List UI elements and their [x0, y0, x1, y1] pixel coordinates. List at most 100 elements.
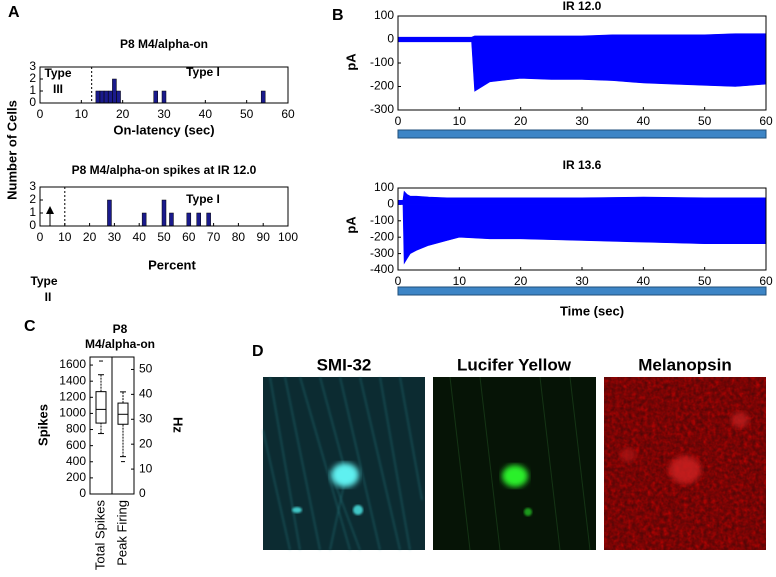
annotation: Type I	[186, 65, 220, 79]
x-tick-label: 20	[83, 230, 97, 244]
y-axis-label: Spikes	[35, 404, 50, 446]
y-tick-label: 100	[374, 180, 394, 194]
annotation: Type	[30, 274, 57, 288]
annotation: Type I	[186, 192, 220, 206]
image-smi32	[262, 376, 425, 551]
y-tick-label: 1000	[59, 406, 86, 420]
bar	[103, 90, 109, 104]
x-tick-label: 60	[182, 230, 196, 244]
bar	[141, 212, 147, 227]
y-tick-label: 100	[374, 8, 394, 22]
x-tick-label: 0	[37, 107, 44, 121]
y2-tick-label: 30	[139, 411, 153, 425]
x-tick-label: 10	[453, 114, 467, 128]
bar	[161, 90, 167, 104]
panel-label: C	[24, 318, 36, 335]
y-tick-label: -400	[370, 262, 394, 276]
category-label: Total Spikes	[92, 500, 107, 571]
y-tick-label: 800	[66, 422, 86, 436]
x-tick-label: 30	[575, 114, 589, 128]
x-tick-label: 40	[637, 274, 651, 288]
x-tick-label: 90	[257, 230, 271, 244]
bar	[95, 90, 101, 104]
trace-area	[397, 200, 767, 265]
panel-label: B	[332, 7, 344, 24]
box	[95, 391, 107, 424]
y-tick-label: 0	[79, 486, 86, 500]
x-tick-label: 30	[157, 107, 171, 121]
y-tick-label: 1400	[59, 373, 86, 387]
x-axis-label: Percent	[148, 257, 196, 272]
trace-area	[397, 39, 767, 92]
axes-frame	[397, 187, 767, 271]
annotation: Type	[44, 66, 71, 80]
bar	[206, 212, 211, 227]
x-tick-label: 60	[281, 107, 295, 121]
y-tick-label: 0	[387, 32, 394, 46]
x-tick-label: 0	[37, 230, 44, 244]
x-tick-label: 10	[58, 230, 72, 244]
chart-title: P8 M4/alpha-on spikes at IR 12.0	[72, 163, 257, 177]
image-lucifer-yellow	[433, 376, 596, 551]
y-tick-label: 200	[66, 470, 86, 484]
y-tick-label: 0	[29, 95, 36, 109]
trace-area	[397, 33, 767, 40]
bar	[108, 90, 113, 104]
x-tick-label: 40	[199, 107, 213, 121]
y-tick-label: -100	[370, 55, 394, 69]
y2-tick-label: 40	[139, 387, 153, 401]
bar	[116, 90, 121, 104]
y2-tick-label: 10	[139, 461, 153, 475]
bar	[99, 90, 105, 104]
y2-tick-label: 0	[139, 486, 146, 500]
image-title: SMI-32	[317, 355, 372, 374]
bar	[196, 212, 201, 227]
axes-frame	[89, 356, 135, 495]
y-tick-label: 1600	[59, 357, 86, 371]
y2-axis-label: Hz	[171, 417, 186, 433]
y-tick-label: 400	[66, 454, 86, 468]
chart-title: M4/alpha-on	[85, 337, 155, 351]
x-tick-label: 20	[514, 114, 528, 128]
bar	[161, 199, 167, 227]
y-tick-label: 3	[29, 179, 36, 193]
annotation: III	[53, 82, 63, 96]
x-tick-label: 80	[232, 230, 246, 244]
x-tick-label: 20	[116, 107, 130, 121]
y-tick-label: -100	[370, 213, 394, 227]
bar	[112, 78, 117, 104]
x-tick-label: 50	[698, 114, 712, 128]
y-tick-label: 2	[29, 71, 36, 85]
stimulus-bar	[397, 129, 767, 139]
x-axis-label: On-latency (sec)	[113, 122, 214, 137]
x-tick-label: 40	[133, 230, 147, 244]
image-title: Melanopsin	[638, 355, 732, 374]
x-tick-label: 20	[514, 274, 528, 288]
x-tick-label: 50	[698, 274, 712, 288]
x-axis-label: Time (sec)	[560, 303, 624, 318]
y-tick-label: 1	[29, 83, 36, 97]
y-axis-label: Number of Cells	[4, 100, 19, 200]
x-tick-label: 40	[637, 114, 651, 128]
bar	[260, 90, 266, 104]
x-tick-label: 0	[395, 274, 402, 288]
panel-label: D	[252, 343, 264, 360]
chart-title: IR 13.6	[563, 158, 602, 172]
x-tick-label: 50	[157, 230, 171, 244]
y-tick-label: -200	[370, 229, 394, 243]
y-axis-label: pA	[343, 216, 358, 234]
stimulus-bar	[397, 286, 767, 296]
arrow-head	[46, 206, 54, 214]
category-label: Peak Firing	[114, 500, 129, 566]
x-tick-label: 50	[240, 107, 254, 121]
bar	[153, 90, 158, 104]
axes-frame	[39, 186, 289, 227]
bar	[186, 212, 192, 227]
x-tick-label: 100	[278, 230, 298, 244]
panel-label: A	[8, 4, 20, 21]
chart-title: IR 12.0	[563, 0, 602, 13]
y-tick-label: 3	[29, 59, 36, 73]
